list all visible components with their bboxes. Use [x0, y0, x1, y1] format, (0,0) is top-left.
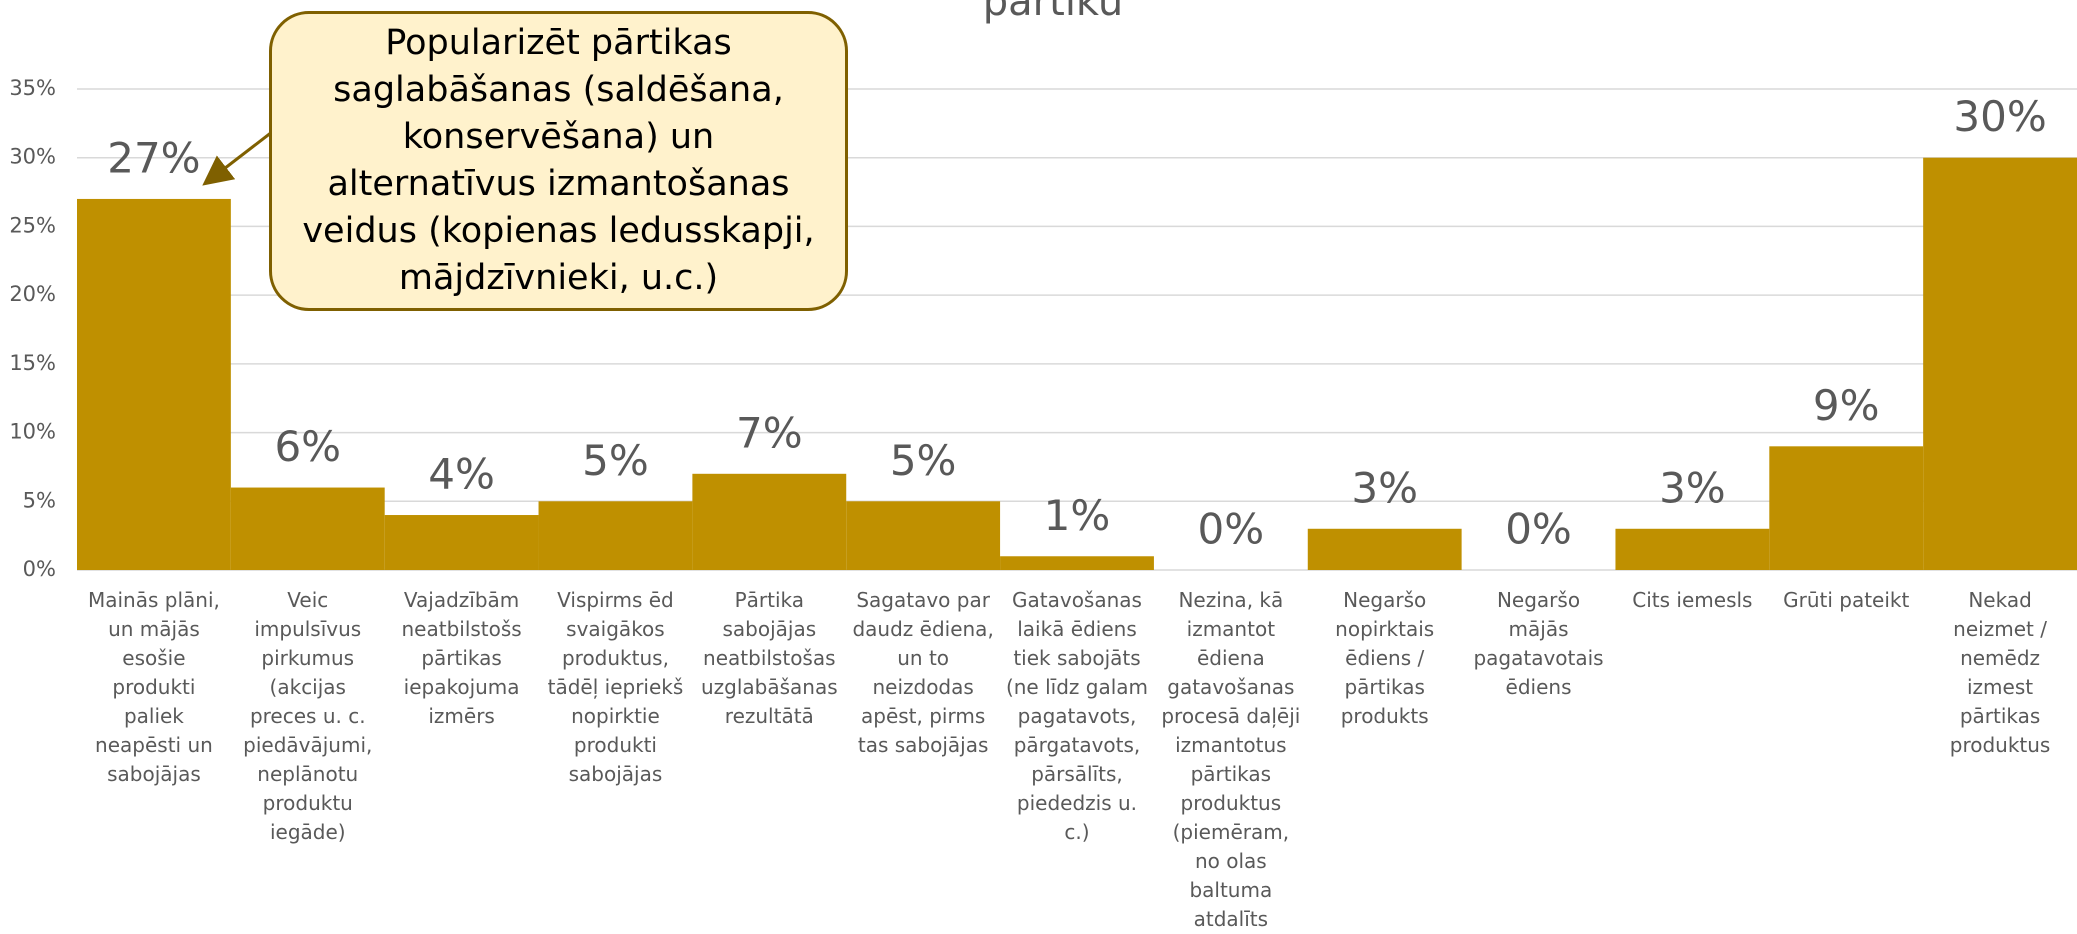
x-tick-label: Gatavošanas laikā ēdiens tiek sabojāts (… [1005, 588, 1149, 844]
bar [1307, 528, 1462, 570]
x-tick-label: Nezina, kā izmantot ēdiena gatavošanas p… [1161, 588, 1301, 931]
bar [77, 198, 231, 570]
bar [1000, 556, 1154, 570]
bar [384, 515, 539, 570]
chart-title: pārtiku [983, 0, 1123, 25]
chart: pārtiku 0% 5% 10% 15% 20% 25% 30% 35% 27% 6% 4% 5% 7… [9, 0, 2077, 581]
x-tick-label: Nekad neizmet / nemēdz izmest pārtikas p… [1949, 588, 2051, 757]
y-tick-label: 25% [9, 213, 56, 237]
y-tick-label: 30% [9, 145, 56, 169]
data-label: 5% [582, 436, 649, 485]
y-tick-label: 0% [23, 557, 56, 581]
bar [1615, 528, 1770, 570]
y-tick-label: 15% [9, 351, 56, 375]
bar [846, 501, 1001, 570]
bar [1769, 446, 1924, 570]
data-label: 1% [1044, 491, 1111, 540]
data-label: 6% [274, 422, 341, 471]
bar [692, 473, 847, 570]
x-tick-label: Negaršo mājās pagatavotais ēdiens [1473, 588, 1604, 699]
x-tick-label: Pārtika sabojājas neatbilstošas uzglabāš… [700, 588, 838, 728]
bar [1923, 157, 2077, 570]
annotation-arrow [202, 130, 273, 186]
x-tick-label: Cits iemesls [1632, 588, 1753, 612]
data-label: 3% [1351, 463, 1418, 512]
y-tick-label: 20% [9, 282, 56, 306]
x-tick-label: Veic impulsīvus pirkumus (akcijas preces… [243, 588, 373, 844]
x-tick-label: Negaršo nopirktais ēdiens / pārtikas pro… [1335, 588, 1435, 728]
annotation: Popularizēt pārtikas saglabāšanas (saldē… [269, 11, 848, 311]
data-label: 0% [1198, 505, 1265, 554]
y-tick-label: 35% [9, 76, 56, 100]
data-label: 0% [1505, 505, 1572, 554]
bar [538, 501, 693, 570]
data-label: 5% [890, 436, 957, 485]
data-label: 7% [736, 408, 803, 457]
y-tick-label: 5% [23, 488, 56, 512]
x-tick-label: Sagatavo par daudz ēdiena, un to neizdod… [852, 588, 994, 757]
x-tick-label: Grūti pateikt [1783, 588, 1910, 612]
x-tick-label: Vispirms ēd svaigākos produktus, tādēļ i… [547, 588, 684, 786]
data-label: 3% [1659, 463, 1726, 512]
x-tick-label: Vajadzībām neatbilstošs pārtikas iepakoj… [401, 588, 522, 728]
data-label: 30% [1953, 92, 2046, 141]
bar [230, 487, 385, 570]
data-label: 4% [428, 450, 495, 499]
y-tick-label: 10% [9, 420, 56, 444]
page: {"chart_data": { "type": "bar", "title":… [9, 0, 2077, 931]
data-label: 9% [1813, 381, 1880, 430]
x-tick-label: Mainās plāni, un mājās esošie produkti p… [87, 588, 220, 786]
data-label: 27% [107, 133, 200, 182]
